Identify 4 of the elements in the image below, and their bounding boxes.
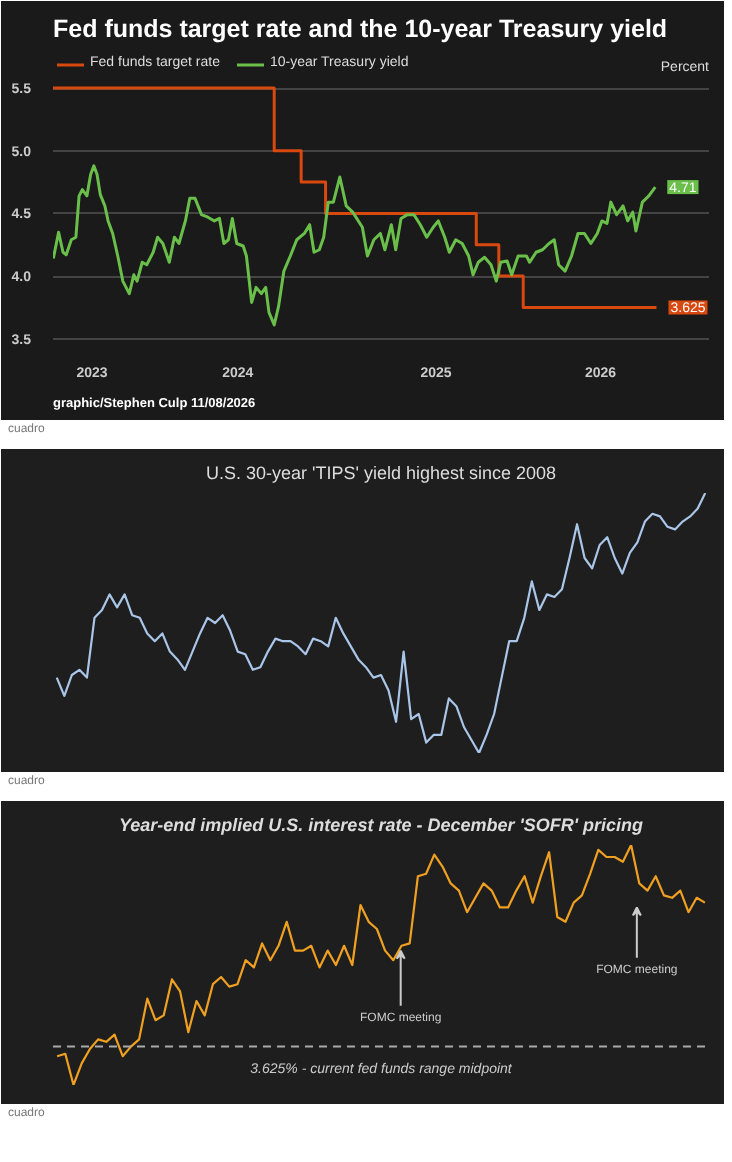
chart-title: Year-end implied U.S. interest rate - December 'SOFR' pricing <box>118 815 645 835</box>
chart-title: U.S. 30-year 'TIPS' yield highest since 2008 <box>205 463 557 483</box>
line-series <box>53 164 657 327</box>
chart-title: Fed funds target rate and the 10-year Treasury yield <box>53 15 668 43</box>
